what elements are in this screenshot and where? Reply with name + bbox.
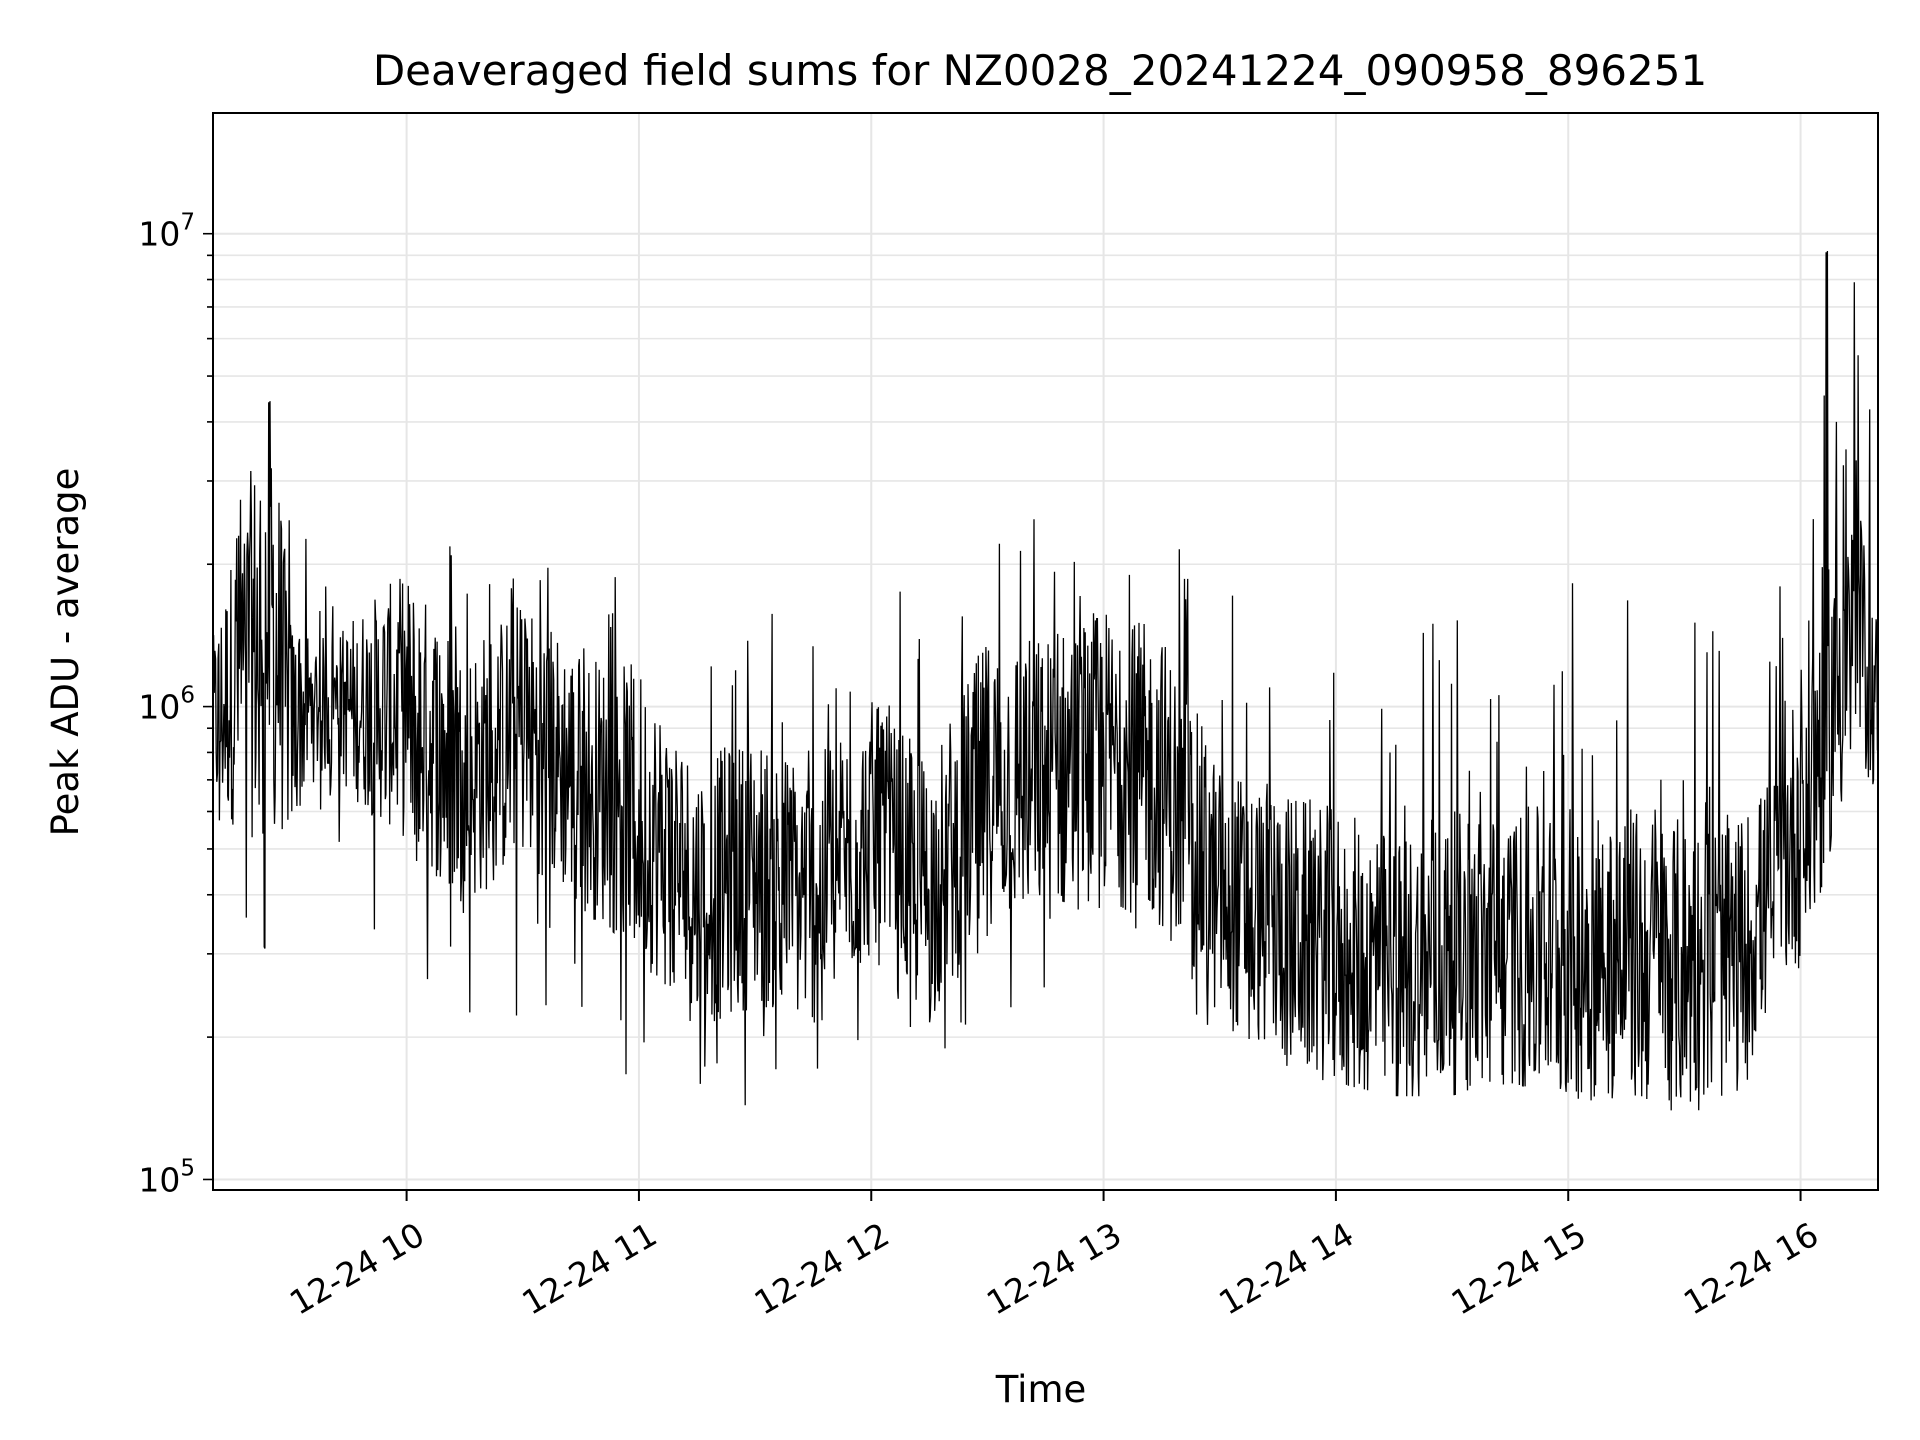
chart-title: Deaveraged field sums for NZ0028_2024122… (373, 46, 1707, 95)
x-axis-label: Time (995, 1368, 1087, 1411)
y-tick-label: 107 (138, 210, 195, 254)
plot-frame (212, 112, 1879, 1191)
y-tick-label: 105 (138, 1155, 195, 1199)
data-series (212, 250, 1879, 1111)
y-tick-label: 106 (138, 683, 195, 727)
series-line (212, 250, 1879, 1111)
y-axis-label: Peak ADU - average (44, 468, 87, 837)
